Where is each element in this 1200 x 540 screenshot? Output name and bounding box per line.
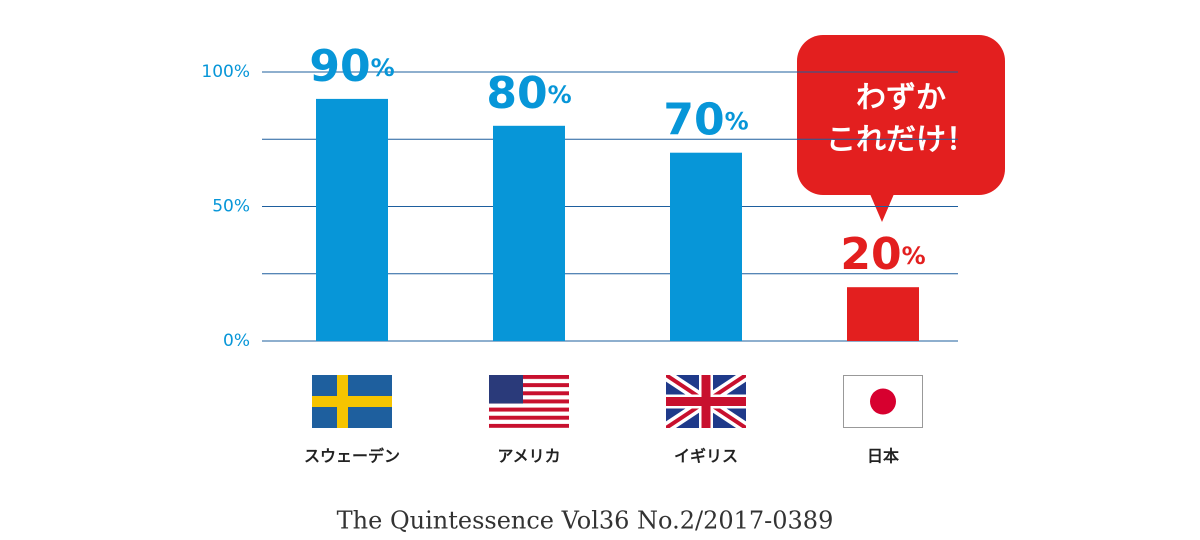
annotation: わずか (856, 81, 946, 116)
value-label: 70% (663, 95, 748, 146)
x-tick-label: 日本 (867, 447, 899, 466)
value-label: 80% (486, 68, 571, 119)
bar (316, 98, 388, 342)
flag-uk (666, 375, 746, 428)
flag-usa (489, 375, 569, 428)
x-tick-label: スウェーデン (304, 447, 400, 466)
y-tick-label: 0% (223, 331, 250, 351)
callout: わずか これだけ！ (797, 35, 1005, 222)
x-tick-label: アメリカ (497, 447, 560, 466)
value-label: 20% (840, 229, 925, 280)
x-tick-label: イギリス (674, 447, 738, 466)
bar (493, 125, 565, 341)
y-tick-label: 50% (212, 197, 250, 217)
flag-japan (843, 375, 923, 428)
bar (670, 152, 742, 341)
annotation: これだけ！ (826, 123, 976, 158)
y-tick-label: 100% (201, 62, 250, 82)
flag-sweden (312, 375, 392, 428)
value-label: 90% (309, 41, 394, 92)
source: The Quintessence Vol36 No.2/2017-0389 (337, 507, 834, 535)
bar (847, 287, 919, 341)
